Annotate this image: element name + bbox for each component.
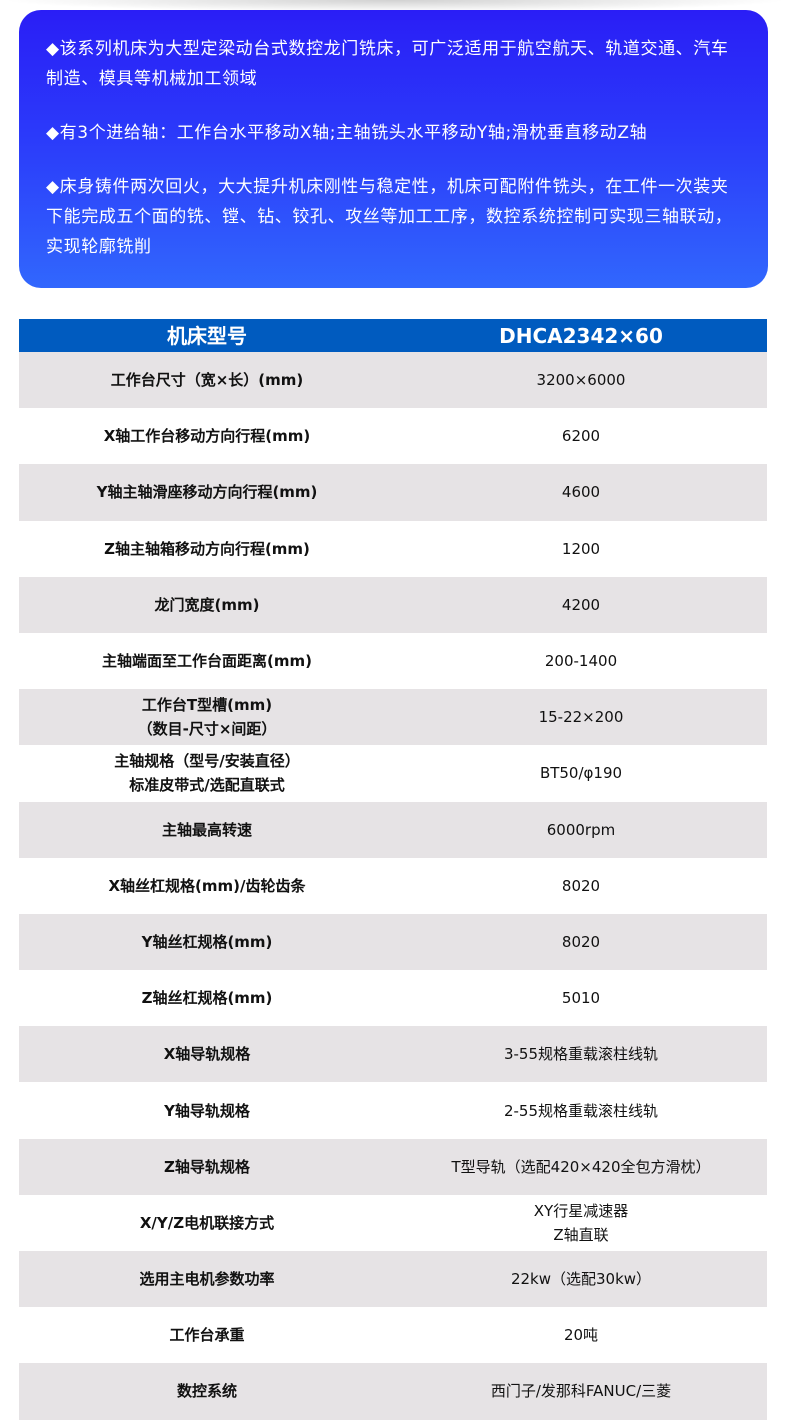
spec-label: 工作台尺寸（宽×长）(mm)	[110, 371, 304, 390]
spec-value: 8020	[561, 876, 601, 895]
table-row: Y轴导轨规格 2-55规格重载滚柱线轨	[19, 1082, 767, 1138]
table-row: 工作台T型槽(mm) （数目-尺寸×间距） 15-22×200	[19, 689, 767, 746]
table-row: Z轴丝杠规格(mm) 5010	[19, 970, 767, 1026]
spec-label: X轴丝杠规格(mm)/齿轮齿条	[108, 876, 306, 895]
spec-value: BT50/φ190	[539, 764, 623, 783]
spec-label: Y轴导轨规格	[164, 1101, 250, 1120]
spec-label: 龙门宽度(mm)	[154, 595, 260, 614]
spec-value: 4200	[561, 595, 601, 614]
spec-value: 15-22×200	[538, 708, 624, 727]
table-row: 工作台承重 20吨	[19, 1307, 767, 1363]
table-header: 机床型号 DHCA2342×60	[19, 319, 767, 352]
table-row: X/Y/Z电机联接方式 XY行星减速器 Z轴直联	[19, 1195, 767, 1251]
spec-label: Z轴主轴箱移动方向行程(mm)	[104, 539, 310, 558]
spec-value: 20吨	[563, 1326, 599, 1345]
header-value: DHCA2342×60	[499, 323, 663, 348]
spec-value: 8020	[561, 932, 601, 951]
spec-value: 6000rpm	[546, 820, 616, 839]
spec-label: Y轴主轴滑座移动方向行程(mm)	[96, 483, 318, 502]
spec-label: 主轴最高转速	[161, 820, 252, 839]
spec-label: 工作台T型槽(mm) （数目-尺寸×间距）	[137, 696, 277, 739]
spec-label: X/Y/Z电机联接方式	[139, 1213, 275, 1232]
intro-paragraph: ◆床身铸件两次回火，大大提升机床刚性与稳定性，机床可配附件铣头，在工件一次装夹下…	[46, 177, 733, 257]
spec-value: 3200×6000	[536, 371, 626, 390]
table-row: Z轴导轨规格 T型导轨（选配420×420全包方滑枕）	[19, 1138, 767, 1195]
spec-value: 1200	[561, 539, 601, 558]
table-row: X轴工作台移动方向行程(mm) 6200	[19, 408, 767, 464]
table-row: 选用主电机参数功率 22kw（选配30kw）	[19, 1251, 767, 1308]
intro-paragraph: ◆该系列机床为大型定梁动台式数控龙门铣床，可广泛适用于航空航天、轨道交通、汽车制…	[46, 39, 729, 89]
spec-value: 5010	[561, 989, 601, 1008]
spec-label: Z轴导轨规格	[164, 1157, 250, 1176]
spec-label: X轴工作台移动方向行程(mm)	[103, 427, 311, 446]
table-row: 工作台尺寸（宽×长）(mm) 3200×6000	[19, 352, 767, 409]
intro-card: ◆该系列机床为大型定梁动台式数控龙门铣床，可广泛适用于航空航天、轨道交通、汽车制…	[19, 10, 768, 288]
table-row: 龙门宽度(mm) 4200	[19, 576, 767, 633]
table-body: 工作台尺寸（宽×长）(mm) 3200×6000 X轴工作台移动方向行程(mm) 62…	[19, 352, 767, 1420]
table-row: 数控系统 西门子/发那科FANUC/三菱	[19, 1363, 767, 1420]
top-shadow	[0, 0, 790, 12]
table-row: 主轴规格（型号/安装直径） 标准皮带式/选配直联式 BT50/φ190	[19, 745, 767, 801]
spec-value: 2-55规格重载滚柱线轨	[503, 1101, 659, 1120]
spec-value: 4600	[561, 483, 601, 502]
table-row: X轴丝杠规格(mm)/齿轮齿条 8020	[19, 858, 767, 914]
intro-paragraph: ◆有3个进给轴：工作台水平移动X轴;主轴铣头水平移动Y轴;滑枕垂直移动Z轴	[46, 123, 648, 143]
spec-label: 数控系统	[176, 1382, 237, 1401]
spec-label: Z轴丝杠规格(mm)	[141, 989, 273, 1008]
spec-value: T型导轨（选配420×420全包方滑枕）	[451, 1157, 711, 1176]
spec-value: 200-1400	[544, 652, 618, 671]
spec-label: 主轴规格（型号/安装直径） 标准皮带式/选配直联式	[114, 752, 300, 795]
table-row: 主轴端面至工作台面距离(mm) 200-1400	[19, 633, 767, 689]
spec-label: Y轴丝杠规格(mm)	[141, 932, 273, 951]
spec-value: 西门子/发那科FANUC/三菱	[490, 1382, 672, 1401]
table-row: Z轴主轴箱移动方向行程(mm) 1200	[19, 521, 767, 577]
spec-value: 3-55规格重载滚柱线轨	[503, 1045, 659, 1064]
table-row: 主轴最高转速 6000rpm	[19, 801, 767, 858]
spec-label: 主轴端面至工作台面距离(mm)	[102, 652, 312, 671]
spec-value: 22kw（选配30kw）	[510, 1270, 652, 1289]
header-label: 机床型号	[167, 323, 247, 348]
spec-label: 选用主电机参数功率	[139, 1270, 275, 1289]
spec-value: XY行星减速器 Z轴直联	[533, 1201, 629, 1244]
spec-label: 工作台承重	[169, 1326, 245, 1345]
spec-label: X轴导轨规格	[163, 1045, 251, 1064]
table-row: X轴导轨规格 3-55规格重载滚柱线轨	[19, 1026, 767, 1083]
table-row: Y轴丝杠规格(mm) 8020	[19, 913, 767, 971]
spec-table: 机床型号 DHCA2342×60 工作台尺寸（宽×长）(mm) 3200×6000…	[19, 319, 767, 1420]
table-row: Y轴主轴滑座移动方向行程(mm) 4600	[19, 464, 767, 521]
spec-value: 6200	[561, 427, 601, 446]
